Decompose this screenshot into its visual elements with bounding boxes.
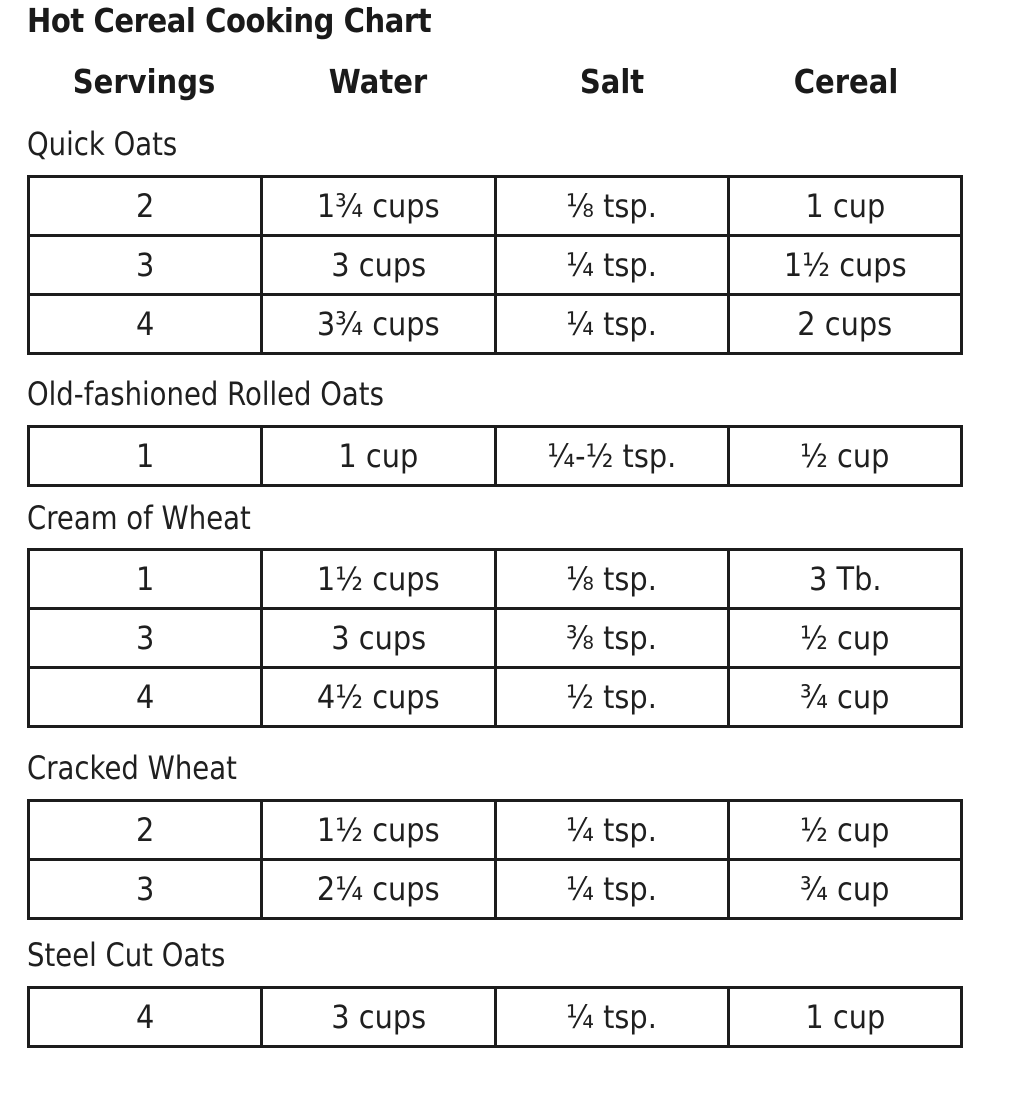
table-row: 3 3 cups ⅜ tsp. ½ cup [26,607,964,669]
cell-cereal: ½ cup [726,425,964,487]
cell-cereal: ½ cup [726,799,964,861]
cell-water: 1½ cups [260,548,497,610]
table-row: 4 4½ cups ½ tsp. ¾ cup [26,666,964,728]
column-headers: Servings Water Salt Cereal [27,60,963,104]
cell-cereal: 1 cup [726,986,964,1048]
cell-servings: 3 [26,234,264,296]
cell-salt: ¼ tsp. [493,799,730,861]
section-label-quick-oats: Quick Oats [27,125,178,163]
cell-cereal: ¾ cup [726,858,964,920]
cell-water: 3 cups [260,986,497,1048]
cell-cereal: 2 cups [726,293,964,355]
cell-salt: ¼ tsp. [493,234,730,296]
cell-salt: ¼ tsp. [493,858,730,920]
column-header-water: Water [328,62,428,101]
cell-servings: 1 [26,425,264,487]
column-header-servings: Servings [72,62,216,101]
cell-cereal: 3 Tb. [726,548,964,610]
cell-salt: ¼ tsp. [493,293,730,355]
table-row: 4 3¾ cups ¼ tsp. 2 cups [26,293,964,355]
table-row: 1 1½ cups ⅛ tsp. 3 Tb. [26,548,964,610]
column-header-salt: Salt [579,62,645,101]
page-title: Hot Cereal Cooking Chart [27,1,432,40]
section-label-cream-of-wheat: Cream of Wheat [27,499,251,537]
cell-salt: ⅜ tsp. [493,607,730,669]
cell-salt: ¼ tsp. [493,986,730,1048]
cell-servings: 3 [26,607,264,669]
cell-water: 3 cups [260,607,497,669]
section-label-cracked-wheat: Cracked Wheat [27,749,237,787]
cell-water: 3 cups [260,234,497,296]
table-old-fashioned-rolled-oats: 1 1 cup ¼-½ tsp. ½ cup [26,425,964,487]
cell-servings: 2 [26,175,264,237]
cell-servings: 3 [26,858,264,920]
cell-servings: 4 [26,293,264,355]
table-row: 3 3 cups ¼ tsp. 1½ cups [26,234,964,296]
cell-servings: 4 [26,666,264,728]
cell-salt: ⅛ tsp. [493,175,730,237]
cell-servings: 2 [26,799,264,861]
cell-salt: ⅛ tsp. [493,548,730,610]
cell-salt: ½ tsp. [493,666,730,728]
cell-water: 4½ cups [260,666,497,728]
table-row: 2 1¾ cups ⅛ tsp. 1 cup [26,175,964,237]
cell-water: 1 cup [260,425,497,487]
cell-water: 3¾ cups [260,293,497,355]
table-row: 2 1½ cups ¼ tsp. ½ cup [26,799,964,861]
table-cream-of-wheat: 1 1½ cups ⅛ tsp. 3 Tb. 3 3 cups ⅜ tsp. ½… [26,548,964,728]
cell-water: 2¼ cups [260,858,497,920]
cell-servings: 4 [26,986,264,1048]
section-label-steel-cut-oats: Steel Cut Oats [27,936,226,974]
cell-cereal: 1 cup [726,175,964,237]
cell-water: 1¾ cups [260,175,497,237]
cell-cereal: 1½ cups [726,234,964,296]
table-row: 4 3 cups ¼ tsp. 1 cup [26,986,964,1048]
cell-water: 1½ cups [260,799,497,861]
column-header-cereal: Cereal [793,62,899,101]
table-quick-oats: 2 1¾ cups ⅛ tsp. 1 cup 3 3 cups ¼ tsp. 1… [26,175,964,355]
table-steel-cut-oats: 4 3 cups ¼ tsp. 1 cup [26,986,964,1048]
cell-cereal: ¾ cup [726,666,964,728]
table-cracked-wheat: 2 1½ cups ¼ tsp. ½ cup 3 2¼ cups ¼ tsp. … [26,799,964,920]
cell-servings: 1 [26,548,264,610]
section-label-old-fashioned-rolled-oats: Old-fashioned Rolled Oats [27,375,384,413]
cell-salt: ¼-½ tsp. [493,425,730,487]
cell-cereal: ½ cup [726,607,964,669]
table-row: 1 1 cup ¼-½ tsp. ½ cup [26,425,964,487]
table-row: 3 2¼ cups ¼ tsp. ¾ cup [26,858,964,920]
